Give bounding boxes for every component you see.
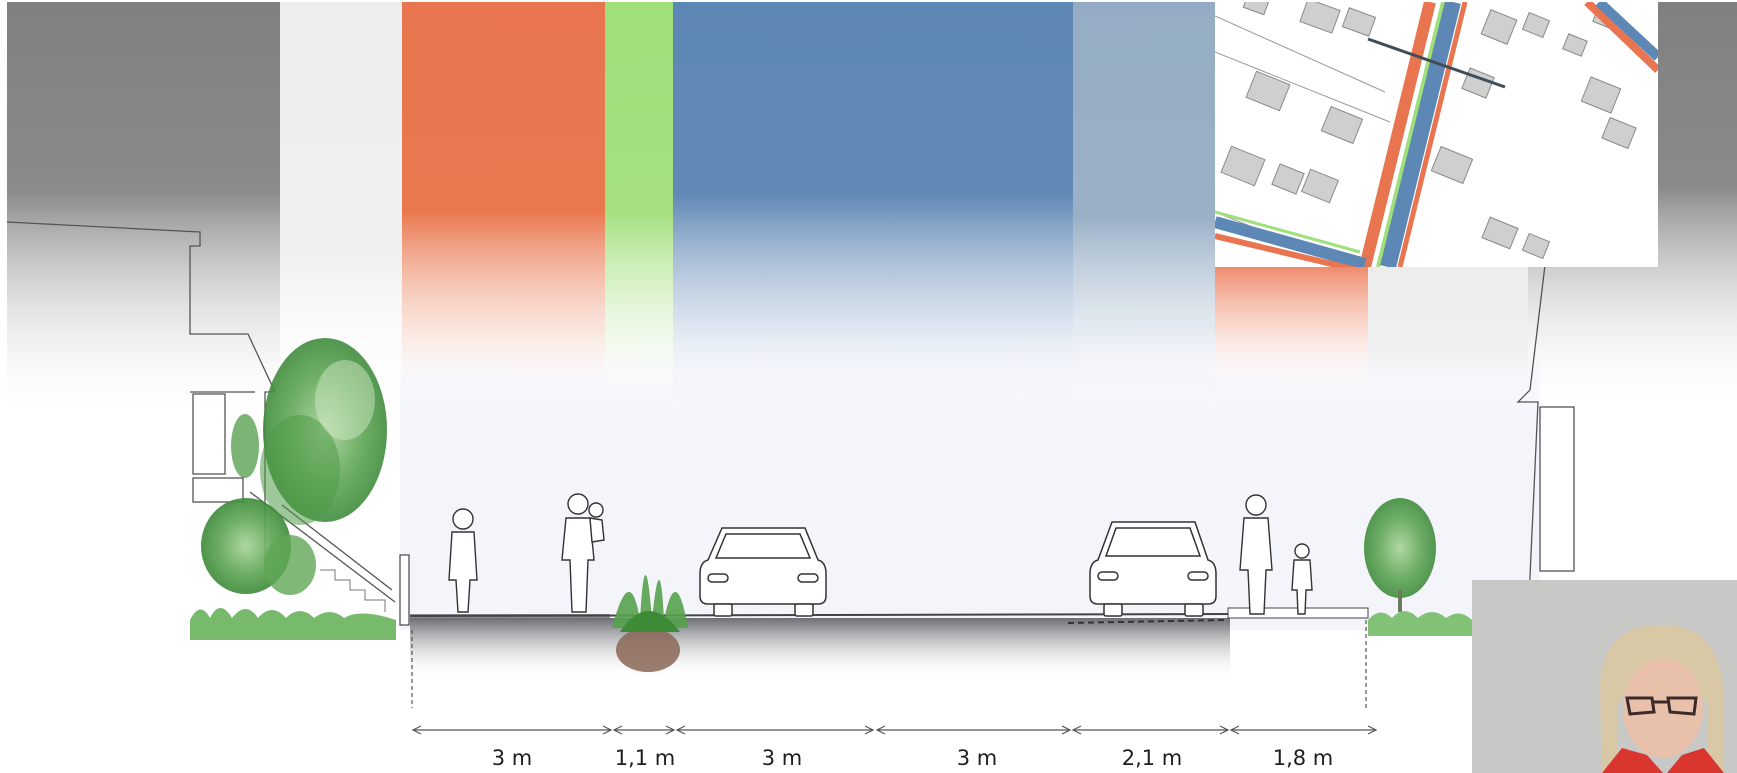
presenter-glasses <box>1625 696 1698 716</box>
map-buildings <box>1220 2 1637 260</box>
grass-right <box>1368 611 1472 636</box>
presenter-webcam <box>1472 580 1737 773</box>
pedestrian-left-1 <box>448 508 478 613</box>
tree-small-left <box>201 498 316 595</box>
car-right <box>1089 521 1217 617</box>
presenter-face <box>1623 658 1703 758</box>
map-street <box>1215 2 1658 267</box>
dimension-label-sidewalk-right: 1,8 m <box>1272 746 1334 770</box>
pedestrian-right-child <box>1291 543 1313 615</box>
car-left <box>699 527 827 617</box>
tree-right <box>1364 498 1436 612</box>
pedestrian-left-2 <box>561 493 605 613</box>
presenter-jacket <box>1602 748 1724 773</box>
garden-wall-left <box>399 554 410 626</box>
sidewalk-ground-left <box>410 614 610 620</box>
tree-large-left <box>231 338 387 525</box>
parking-dashes <box>1067 619 1226 624</box>
stairs-sketch <box>320 569 386 612</box>
section-cut-line <box>1367 37 1506 89</box>
grass-left <box>190 608 396 640</box>
location-map-inset <box>1215 2 1658 267</box>
dimension-label-green-strip: 1,1 m <box>614 746 676 770</box>
haze-layer <box>400 330 1540 630</box>
pedestrian-right-adult <box>1239 494 1273 615</box>
site-plan-map <box>1215 2 1658 267</box>
band-building-left <box>7 2 280 422</box>
dimension-label-parking: 2,1 m <box>1121 746 1183 770</box>
dimension-label-lane-1: 3 m <box>761 746 803 770</box>
dimension-label-lane-2: 3 m <box>956 746 998 770</box>
house-right-sketch <box>1516 264 1575 621</box>
planter-plant <box>612 575 688 672</box>
presenter-hair <box>1600 625 1724 773</box>
road-surface-line <box>409 613 1231 617</box>
presenter-video <box>1472 580 1737 773</box>
dimension-lines <box>411 620 1378 735</box>
road-asphalt <box>410 618 1230 680</box>
dimension-label-sidewalk-left: 3 m <box>491 746 533 770</box>
